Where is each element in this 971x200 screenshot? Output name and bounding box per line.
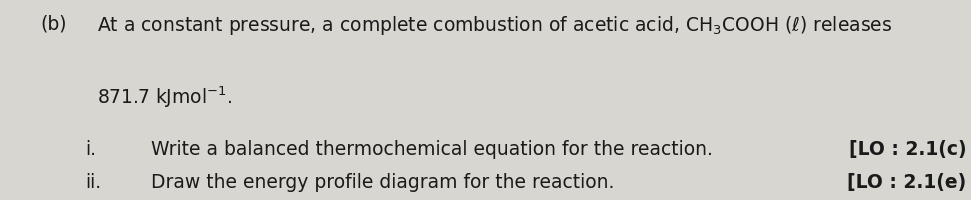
Text: ii.: ii. xyxy=(85,173,102,192)
Text: Draw the energy profile diagram for the reaction.: Draw the energy profile diagram for the … xyxy=(151,173,614,192)
Text: (b): (b) xyxy=(41,14,67,33)
Text: i.: i. xyxy=(85,140,96,159)
Text: 871.7 kJmol$^{-1}$.: 871.7 kJmol$^{-1}$. xyxy=(97,84,232,110)
Text: [LO : 2.1(e): [LO : 2.1(e) xyxy=(847,173,966,192)
Text: At a constant pressure, a complete combustion of acetic acid, CH$_3$COOH ($\it{\: At a constant pressure, a complete combu… xyxy=(97,14,892,37)
Text: Write a balanced thermochemical equation for the reaction.: Write a balanced thermochemical equation… xyxy=(151,140,713,159)
Text: [LO : 2.1(c): [LO : 2.1(c) xyxy=(849,140,966,159)
